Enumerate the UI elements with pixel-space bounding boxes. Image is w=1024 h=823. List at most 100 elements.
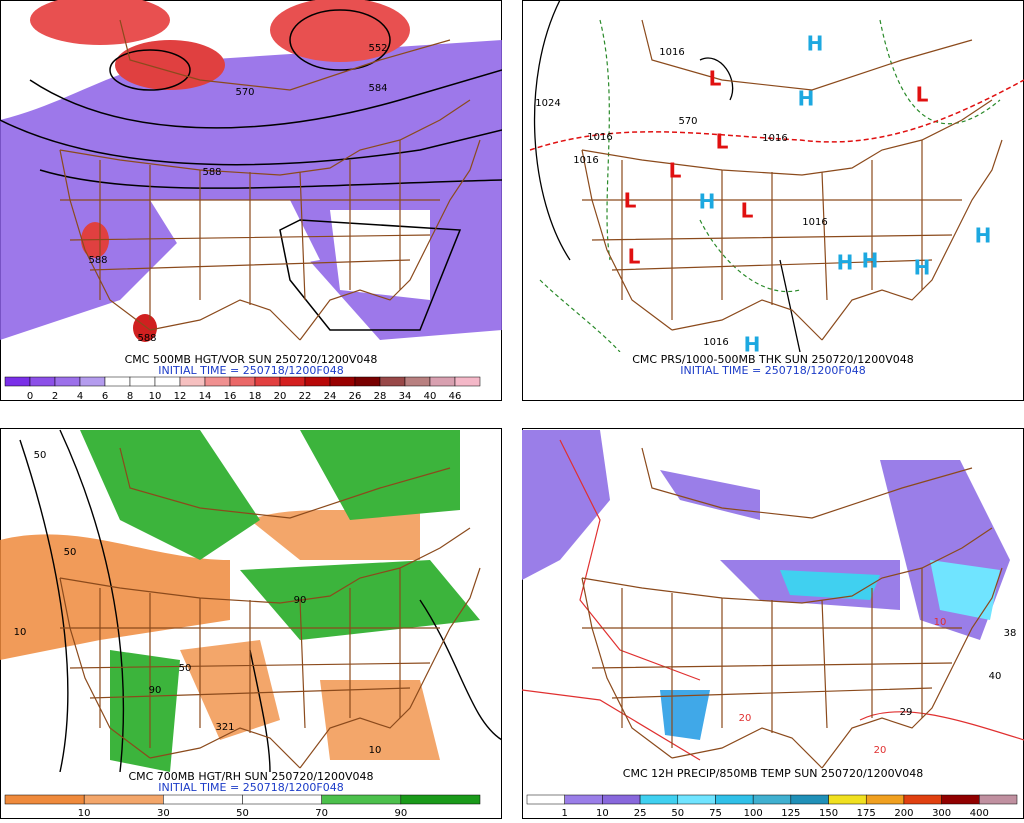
colorbar-label: 10 xyxy=(596,808,609,819)
colorbar-label: 50 xyxy=(236,808,249,819)
colorbar-box xyxy=(79,376,106,387)
colorbar-box xyxy=(715,794,754,805)
map-label: H xyxy=(975,224,992,248)
map-label: 1016 xyxy=(762,133,787,144)
colorbar-box xyxy=(903,794,942,805)
colorbar-label: 14 xyxy=(199,391,212,402)
colorbar-box xyxy=(865,794,905,805)
map-label: 10 xyxy=(934,617,947,628)
colorbar-box xyxy=(254,376,281,387)
map-label: H xyxy=(837,251,854,275)
colorbar-box xyxy=(4,794,85,805)
colorbar-label: 4 xyxy=(77,391,83,402)
map-label: 588 xyxy=(137,333,156,344)
colorbar-label: 10 xyxy=(78,808,91,819)
colorbar-box xyxy=(454,376,481,387)
map-label: L xyxy=(741,199,754,223)
colorbar-label: 300 xyxy=(932,808,951,819)
map-label: 20 xyxy=(739,713,752,724)
colorbar-box xyxy=(941,794,980,805)
caption: CMC 500MB HGT/VOR SUN 250720/1200V048 xyxy=(125,353,378,366)
map-label: 552 xyxy=(368,43,387,54)
colorbar-box xyxy=(29,376,56,387)
map-label: 1016 xyxy=(587,132,612,143)
colorbar-box xyxy=(639,794,679,805)
map-label: 584 xyxy=(368,83,387,94)
colorbar-label: 24 xyxy=(324,391,337,402)
colorbar-box xyxy=(354,376,381,387)
colorbar-label: 400 xyxy=(970,808,989,819)
colorbar-label: 0 xyxy=(27,391,33,402)
map-label: H xyxy=(862,249,879,273)
colorbar-box xyxy=(242,794,322,805)
colorbar-box xyxy=(4,376,31,387)
map-label: 38 xyxy=(1004,628,1017,639)
initial-time: INITIAL TIME = 250718/1200F048 xyxy=(158,781,343,794)
map-label: 321 xyxy=(215,722,234,733)
map-label: 90 xyxy=(149,685,162,696)
colorbar-box xyxy=(828,794,867,805)
map-label: 10 xyxy=(369,745,382,756)
colorbar-label: 1 xyxy=(562,808,568,819)
caption: CMC 700MB HGT/RH SUN 250720/1200V048 xyxy=(128,770,373,783)
colorbar-label: 150 xyxy=(819,808,838,819)
colorbar-box xyxy=(564,794,603,805)
colorbar-box xyxy=(129,376,156,387)
map-label: 29 xyxy=(900,707,913,718)
map-label: H xyxy=(798,87,815,111)
map-label: 1016 xyxy=(573,155,598,166)
map-label: 40 xyxy=(989,671,1002,682)
map-precip xyxy=(522,430,1024,769)
map-label: 570 xyxy=(678,116,697,127)
colorbar-label: 125 xyxy=(781,808,800,819)
colorbar-label: 8 xyxy=(127,391,133,402)
colorbar-box xyxy=(400,794,481,805)
map-label: L xyxy=(669,159,682,183)
colorbar-box xyxy=(979,794,1018,805)
colorbar-box xyxy=(404,376,431,387)
map-label: 570 xyxy=(235,87,254,98)
colorbar-box xyxy=(602,794,641,805)
colorbar-box xyxy=(279,376,306,387)
map-label: 50 xyxy=(64,547,77,558)
map-label: L xyxy=(916,83,929,107)
caption: CMC PRS/1000-500MB THK SUN 250720/1200V0… xyxy=(632,353,913,366)
map-label: 1016 xyxy=(703,337,728,348)
colorbar-box xyxy=(163,794,243,805)
colorbar-label: 40 xyxy=(424,391,437,402)
colorbar-label: 46 xyxy=(449,391,462,402)
initial-time: INITIAL TIME = 250718/1200F048 xyxy=(680,364,865,377)
map-label: 10 xyxy=(14,627,27,638)
map-label: H xyxy=(807,32,824,56)
colorbar-box xyxy=(204,376,231,387)
colorbar-label: 16 xyxy=(224,391,237,402)
colorbar-label: 75 xyxy=(709,808,722,819)
colorbar-box xyxy=(321,794,402,805)
colorbar-label: 100 xyxy=(744,808,763,819)
colorbar-label: 30 xyxy=(157,808,170,819)
colorbar-box xyxy=(677,794,716,805)
map-vorticity xyxy=(0,0,502,342)
colorbar-box xyxy=(329,376,356,387)
map-label: 588 xyxy=(88,255,107,266)
colorbar-box xyxy=(526,794,565,805)
colorbar-label: 25 xyxy=(634,808,647,819)
colorbar-label: 90 xyxy=(394,808,407,819)
colorbar-box xyxy=(179,376,206,387)
map-label: H xyxy=(744,333,761,357)
caption: CMC 12H PRECIP/850MB TEMP SUN 250720/120… xyxy=(623,767,923,780)
colorbar-box xyxy=(379,376,406,387)
initial-time: INITIAL TIME = 250718/1200F048 xyxy=(158,364,343,377)
map-label: 1024 xyxy=(535,98,560,109)
colorbar-box xyxy=(154,376,181,387)
colorbar-box xyxy=(790,794,829,805)
colorbar-label: 2 xyxy=(52,391,58,402)
map-label: 1016 xyxy=(659,47,684,58)
colorbar-label: 34 xyxy=(399,391,412,402)
colorbar-label: 6 xyxy=(102,391,108,402)
colorbar-box xyxy=(429,376,456,387)
colorbar-box xyxy=(752,794,792,805)
colorbar-box xyxy=(54,376,81,387)
colorbar-label: 70 xyxy=(315,808,328,819)
colorbar-box xyxy=(83,794,164,805)
